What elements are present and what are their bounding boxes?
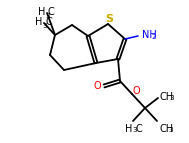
Text: H: H — [38, 7, 45, 17]
Text: H: H — [125, 124, 132, 134]
Text: C: C — [48, 7, 55, 17]
Text: 2: 2 — [152, 34, 156, 40]
Text: NH: NH — [142, 30, 157, 40]
Text: C: C — [45, 17, 52, 27]
Text: S: S — [105, 14, 113, 24]
Text: O: O — [93, 81, 101, 91]
Text: 3: 3 — [132, 128, 137, 134]
Text: CH: CH — [159, 124, 173, 134]
Text: CH: CH — [160, 92, 174, 102]
Text: H: H — [35, 17, 42, 27]
Text: O: O — [132, 86, 140, 96]
Text: 3: 3 — [45, 13, 50, 19]
Text: 3: 3 — [169, 128, 173, 134]
Text: 3: 3 — [170, 96, 174, 102]
Text: 3: 3 — [42, 23, 47, 29]
Text: C: C — [135, 124, 142, 134]
